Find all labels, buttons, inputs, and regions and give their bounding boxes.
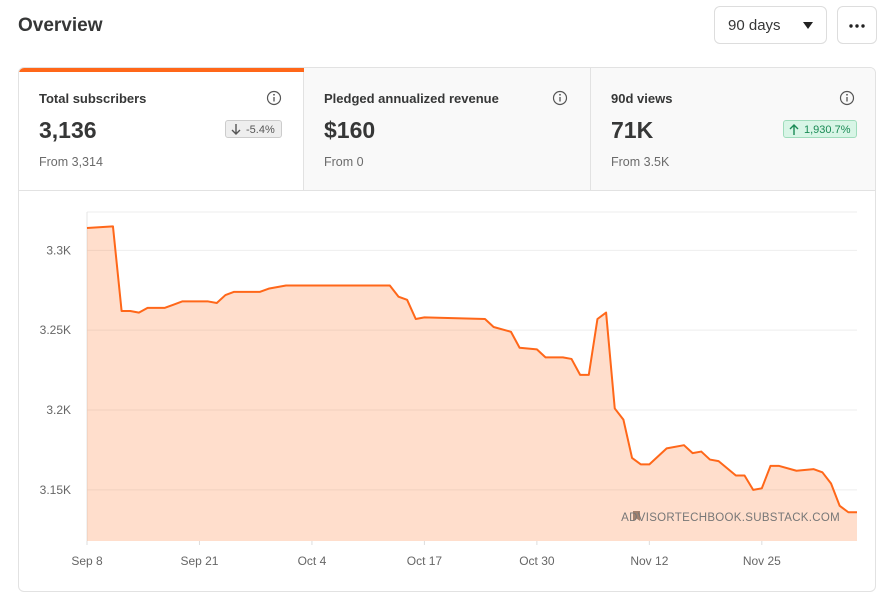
dropdown-arrow	[803, 22, 813, 29]
change-badge: 1,930.7%	[783, 120, 858, 138]
active-indicator	[19, 68, 304, 72]
x-tick-label: Oct 30	[519, 554, 555, 568]
change-text: 1,930.7%	[804, 124, 851, 136]
y-tick-label: 3.25K	[40, 323, 71, 337]
chart: 3.15K 3.2K 3.25K 3.3K Sep 8 Sep 21 Oct 4 Oct 17…	[40, 211, 857, 568]
stat-label: Total subscribers	[39, 91, 147, 106]
range-dropdown[interactable]: 90 days	[714, 6, 827, 44]
stat-label: 90d views	[611, 91, 673, 106]
x-tick-label: Oct 4	[298, 554, 327, 568]
watermark: ADVISORTECHBOOK.SUBSTACK.COM	[621, 512, 840, 524]
stat-tab[interactable]: Total subscribers 3,136 -5.4% From 3,314	[19, 68, 304, 191]
change-badge: -5.4%	[225, 120, 282, 138]
x-tick-label: Nov 25	[743, 554, 781, 568]
x-tick-label: Sep 21	[180, 554, 218, 568]
stat-from: From 3,314	[39, 155, 103, 169]
stat-value: $160	[324, 117, 376, 143]
stat-value: 3,136	[39, 117, 97, 143]
line	[86, 225, 857, 514]
change-text: -5.4%	[246, 124, 275, 136]
stats-card: Total subscribers 3,136 -5.4% From 3,314…	[18, 67, 876, 592]
info-icon[interactable]	[266, 90, 282, 106]
area-fill	[87, 226, 857, 541]
x-tick-label: Nov 12	[630, 554, 668, 568]
stat-from: From 0	[324, 155, 364, 169]
stat-value: 71K	[611, 117, 654, 143]
y-tick-label: 3.15K	[40, 483, 71, 497]
bookmark-icon	[633, 511, 640, 521]
y-tick-label: 3.3K	[46, 243, 71, 257]
info-icon[interactable]	[552, 90, 568, 106]
up-arrow	[789, 124, 799, 135]
x-tick-label: Sep 8	[71, 554, 103, 568]
page-title: Overview	[18, 15, 103, 36]
stat-from: From 3.5K	[611, 155, 670, 169]
x-tick-label: Oct 17	[407, 554, 443, 568]
info-icon[interactable]	[839, 90, 855, 106]
stat-tab[interactable]: Pledged annualized revenue $160 From 0	[304, 68, 591, 191]
y-tick-label: 3.2K	[46, 403, 71, 417]
more-button[interactable]	[837, 6, 877, 44]
stat-tab[interactable]: 90d views 71K 1,930.7% From 3.5K	[591, 68, 875, 191]
down-arrow	[231, 124, 241, 135]
range-label: 90 days	[728, 17, 781, 34]
more-icon	[849, 24, 865, 28]
stat-label: Pledged annualized revenue	[324, 91, 499, 106]
